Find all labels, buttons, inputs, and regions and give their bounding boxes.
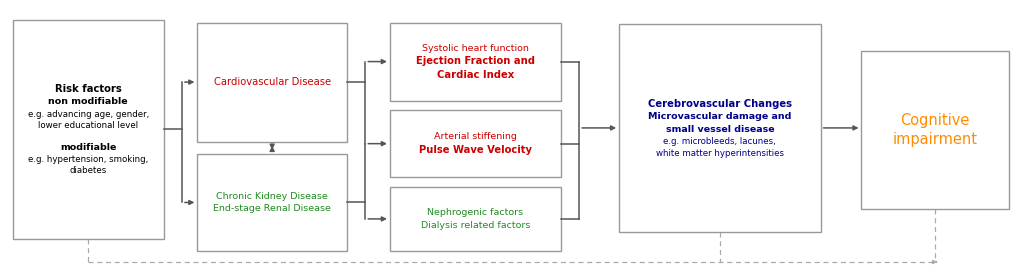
Text: e.g. hypertension, smoking,: e.g. hypertension, smoking, <box>29 155 149 164</box>
Text: Systolic heart function: Systolic heart function <box>422 43 528 53</box>
Text: Arterial stiffening: Arterial stiffening <box>433 132 517 141</box>
Text: Chronic Kidney Disease: Chronic Kidney Disease <box>216 192 328 200</box>
Text: Microvascular damage and: Microvascular damage and <box>647 112 791 121</box>
FancyBboxPatch shape <box>389 23 560 101</box>
Text: Ejection Fraction and: Ejection Fraction and <box>416 56 534 66</box>
Text: Dialysis related factors: Dialysis related factors <box>420 221 530 230</box>
Text: e.g. microbleeds, lacunes,: e.g. microbleeds, lacunes, <box>662 137 775 146</box>
Text: diabetes: diabetes <box>69 166 107 175</box>
Text: impairment: impairment <box>892 132 977 147</box>
FancyBboxPatch shape <box>197 23 346 142</box>
Text: e.g. advancing age, gender,: e.g. advancing age, gender, <box>28 109 149 119</box>
Text: white matter hyperintensities: white matter hyperintensities <box>655 149 783 158</box>
Text: Cardiac Index: Cardiac Index <box>436 70 514 80</box>
FancyBboxPatch shape <box>197 154 346 251</box>
Text: small vessel disease: small vessel disease <box>664 125 773 134</box>
FancyBboxPatch shape <box>861 51 1008 209</box>
Text: Cardiovascular Disease: Cardiovascular Disease <box>213 77 330 87</box>
Text: End-stage Renal Disease: End-stage Renal Disease <box>213 204 331 213</box>
Text: lower educational level: lower educational level <box>38 121 139 130</box>
FancyBboxPatch shape <box>619 24 820 232</box>
Text: Cerebrovascular Changes: Cerebrovascular Changes <box>647 98 791 109</box>
Text: Nephrogenic factors: Nephrogenic factors <box>427 208 523 217</box>
FancyBboxPatch shape <box>13 20 163 239</box>
Text: non modifiable: non modifiable <box>49 97 128 106</box>
FancyBboxPatch shape <box>389 187 560 251</box>
Text: Cognitive: Cognitive <box>900 113 969 128</box>
Text: Risk factors: Risk factors <box>55 84 121 94</box>
Text: Pulse Wave Velocity: Pulse Wave Velocity <box>419 145 531 155</box>
FancyBboxPatch shape <box>389 110 560 177</box>
Text: modifiable: modifiable <box>60 142 116 152</box>
